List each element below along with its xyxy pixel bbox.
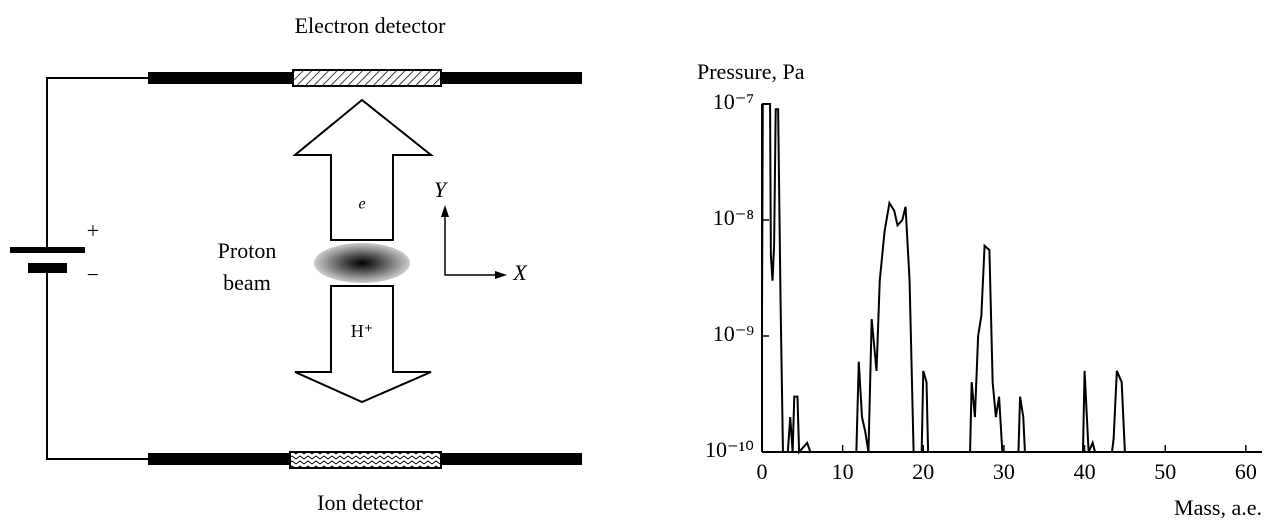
minus: − xyxy=(87,262,99,287)
plus: + xyxy=(87,218,99,243)
x-label: X xyxy=(512,260,528,285)
arrowhead xyxy=(441,205,449,217)
battery-plate xyxy=(28,263,67,273)
electron-arrow xyxy=(292,98,434,241)
ion-detector xyxy=(289,451,442,469)
proton-beam xyxy=(314,243,410,283)
electron-detector xyxy=(292,69,442,87)
electron-detector-label: Electron detector xyxy=(295,13,447,38)
chart: Pressure, Pa Mass, a.e. 10⁻¹⁰ 10⁻⁹ 10⁻⁸ 10⁻… xyxy=(697,59,1262,520)
y-tick-label: 10⁻⁸ xyxy=(713,205,754,230)
x-tick-label: 20 xyxy=(912,459,934,484)
battery-plate xyxy=(10,247,85,253)
x-tick-label: 30 xyxy=(993,459,1015,484)
y-label: Y xyxy=(434,177,449,202)
proton-arrow xyxy=(294,285,432,404)
x-tick-label: 40 xyxy=(1074,459,1096,484)
electron-label: e xyxy=(358,196,365,213)
axes-icon xyxy=(444,210,500,276)
diagram: Electron detector Ion detector + − e H⁺ … xyxy=(10,13,582,515)
wire xyxy=(46,77,148,250)
y-tick-label: 10⁻⁷ xyxy=(713,89,754,114)
y-axis-title: Pressure, Pa xyxy=(697,59,805,84)
ion-detector-label: Ion detector xyxy=(317,490,423,515)
x-tick-label: 10 xyxy=(832,459,854,484)
x-tick-label: 50 xyxy=(1154,459,1176,484)
x-tick-label: 60 xyxy=(1235,459,1257,484)
y-tick-label: 10⁻¹⁰ xyxy=(705,437,754,462)
wire xyxy=(46,270,148,460)
x-tick-label: 0 xyxy=(757,459,768,484)
y-tick-label: 10⁻⁹ xyxy=(713,321,755,346)
beam-label: Proton xyxy=(218,238,277,263)
spectrum-line xyxy=(761,103,1262,455)
arrowhead xyxy=(495,271,507,279)
proton-label: H⁺ xyxy=(351,321,374,341)
beam-label: beam xyxy=(223,270,271,295)
x-axis-title: Mass, a.e. xyxy=(1174,495,1262,520)
